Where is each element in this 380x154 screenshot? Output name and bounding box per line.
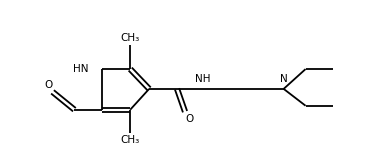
Text: HN: HN (73, 64, 89, 74)
Text: O: O (44, 80, 53, 90)
Text: O: O (185, 114, 193, 124)
Text: N: N (280, 74, 288, 84)
Text: CH₃: CH₃ (120, 135, 140, 145)
Text: CH₃: CH₃ (120, 33, 140, 43)
Text: NH: NH (195, 74, 211, 84)
